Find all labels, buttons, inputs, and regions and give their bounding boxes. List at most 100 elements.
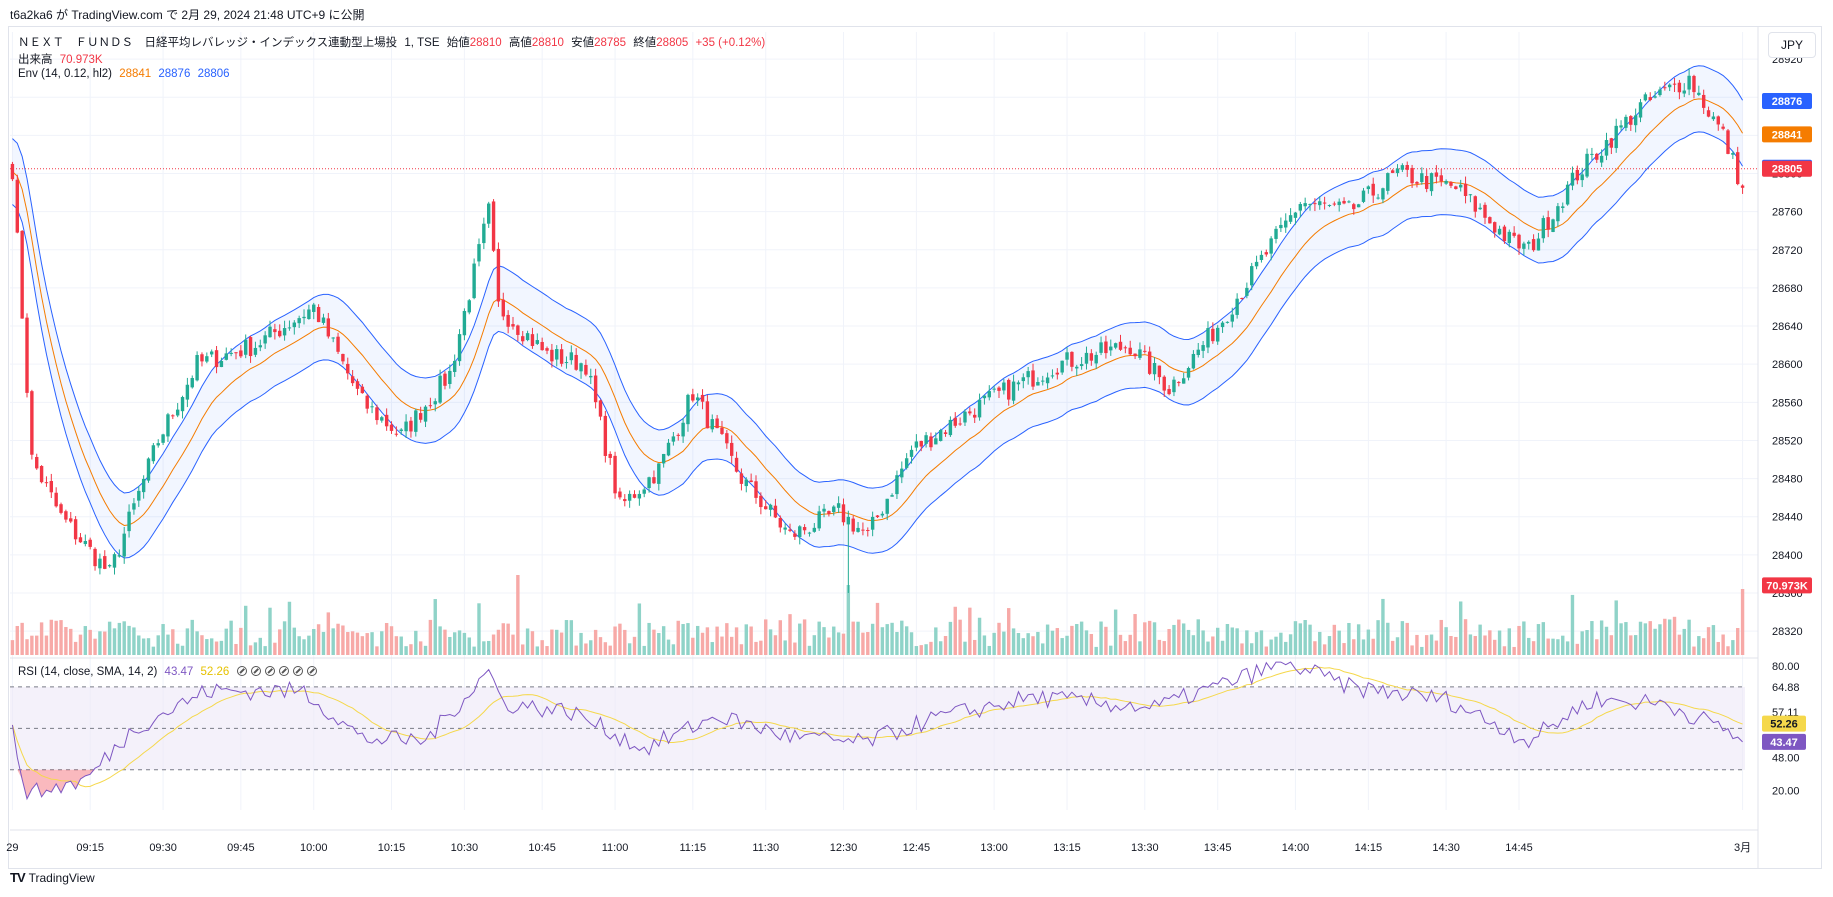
candle-body <box>1036 381 1040 386</box>
candle-body <box>1692 75 1696 93</box>
legend-close-label: 終値 <box>633 37 657 49</box>
volume-bar <box>1118 634 1123 655</box>
volume-bar <box>1527 637 1531 655</box>
volume-bar <box>1089 633 1094 655</box>
volume-bar <box>516 575 520 655</box>
candle-body <box>521 336 525 342</box>
time-axis: 29 09:15 09:30 09:45 10:00 10:15 10:30 10:45 11:… <box>6 829 1758 854</box>
volume-bar <box>1230 627 1234 655</box>
candle-body <box>1444 180 1448 184</box>
volume-bar <box>1327 636 1332 655</box>
candle-body <box>671 436 676 442</box>
candle-body <box>171 415 175 417</box>
legend-main: ＮＥＸＴ ＦＵＮＤＳ 日経平均レバレッジ・インデックス連動型上場投 1, TSE… <box>18 34 769 50</box>
volume-bar <box>836 632 841 655</box>
volume-bar <box>1303 620 1307 655</box>
candle-body <box>1366 186 1371 190</box>
volume-bar <box>866 632 870 655</box>
candle-body <box>49 481 54 493</box>
candle-body <box>229 352 233 355</box>
volume-bar <box>1653 628 1657 655</box>
volume-bar <box>802 619 807 655</box>
candle-body <box>1172 379 1176 393</box>
volume-bar <box>195 631 199 655</box>
volume-bar <box>623 629 627 655</box>
volume-bar <box>890 622 894 655</box>
candle-body <box>1561 206 1565 208</box>
volume-bar <box>695 625 700 655</box>
candle-body <box>1619 125 1623 128</box>
legend-close: 28805 <box>656 37 689 49</box>
rsi-ma-line <box>11 666 1743 788</box>
volume-bar <box>1697 636 1701 655</box>
volume-bar <box>1036 631 1040 655</box>
volume-bar <box>637 603 642 655</box>
volume-bar <box>1181 623 1186 655</box>
legend-env-label[interactable]: Env (14, 0.12, hl2) <box>18 68 112 80</box>
currency-button[interactable]: JPY <box>1768 32 1816 58</box>
volume-bar <box>1677 634 1682 655</box>
volume-bar <box>438 626 442 655</box>
candle-body <box>64 511 68 520</box>
legend-high-label: 高値 <box>508 37 532 49</box>
legend-volume-label[interactable]: 出来高 <box>18 54 53 66</box>
candle-body <box>1181 378 1186 384</box>
candle-body <box>1337 201 1341 206</box>
volume-bar <box>10 640 15 655</box>
candle-body <box>1473 196 1477 212</box>
envelope-fill <box>12 65 1743 559</box>
time-tick-label: 09:45 <box>227 842 255 854</box>
volume-bar <box>117 622 122 655</box>
volume-bar <box>1410 645 1414 655</box>
candle-body <box>1123 347 1128 349</box>
volume-bar <box>895 631 899 655</box>
candle-body <box>1308 204 1312 206</box>
volume-bar <box>1332 624 1337 655</box>
candle-body <box>1186 368 1191 378</box>
candle-body <box>904 458 909 468</box>
candle-body <box>1458 184 1463 188</box>
candle-body <box>545 348 549 351</box>
candle-body <box>287 327 292 329</box>
tradingview-brand[interactable]: TV TradingView <box>10 870 95 885</box>
volume-bar <box>107 621 112 655</box>
volume-bar <box>59 620 63 655</box>
volume-bar <box>938 641 943 655</box>
volume-bar <box>93 638 97 655</box>
legend-symbol[interactable]: ＮＥＸＴ ＦＵＮＤＳ 日経平均レバレッジ・インデックス連動型上場投 <box>18 37 398 49</box>
candle-body <box>1595 153 1599 160</box>
candle-body <box>584 364 588 375</box>
volume-bar <box>1342 643 1346 655</box>
candle-body <box>861 529 865 531</box>
volume-bar <box>88 629 92 655</box>
candle-body <box>1060 360 1064 373</box>
candle-body <box>399 429 403 431</box>
rsi-oversold-fill <box>12 769 154 799</box>
legend-rsi-label[interactable]: RSI (14, close, SMA, 14, 2) <box>18 666 158 678</box>
candle-body <box>137 490 141 501</box>
volume-bar <box>521 644 525 655</box>
candle-body <box>1031 370 1035 387</box>
candle-body <box>1050 375 1055 377</box>
candle-body <box>1697 92 1701 95</box>
candle-body <box>525 333 530 341</box>
candle-body <box>1322 202 1327 204</box>
candle-body <box>438 375 442 403</box>
candle-body <box>1215 327 1220 342</box>
candle-body <box>1371 183 1375 196</box>
hidden-value-icon <box>236 666 247 676</box>
volume-bar <box>1580 631 1584 655</box>
candle-body <box>1551 219 1555 232</box>
candle-body <box>39 465 44 483</box>
volume-bar <box>1356 624 1361 655</box>
candle-body <box>234 352 238 354</box>
candle-body <box>1633 115 1638 126</box>
volume-bar <box>564 620 569 655</box>
volume-bar <box>1109 645 1113 655</box>
candle-body <box>219 360 224 368</box>
volume-bar <box>1692 646 1696 655</box>
candle-body <box>132 503 136 510</box>
volume-bar <box>98 631 102 655</box>
candle-body <box>1507 231 1511 244</box>
